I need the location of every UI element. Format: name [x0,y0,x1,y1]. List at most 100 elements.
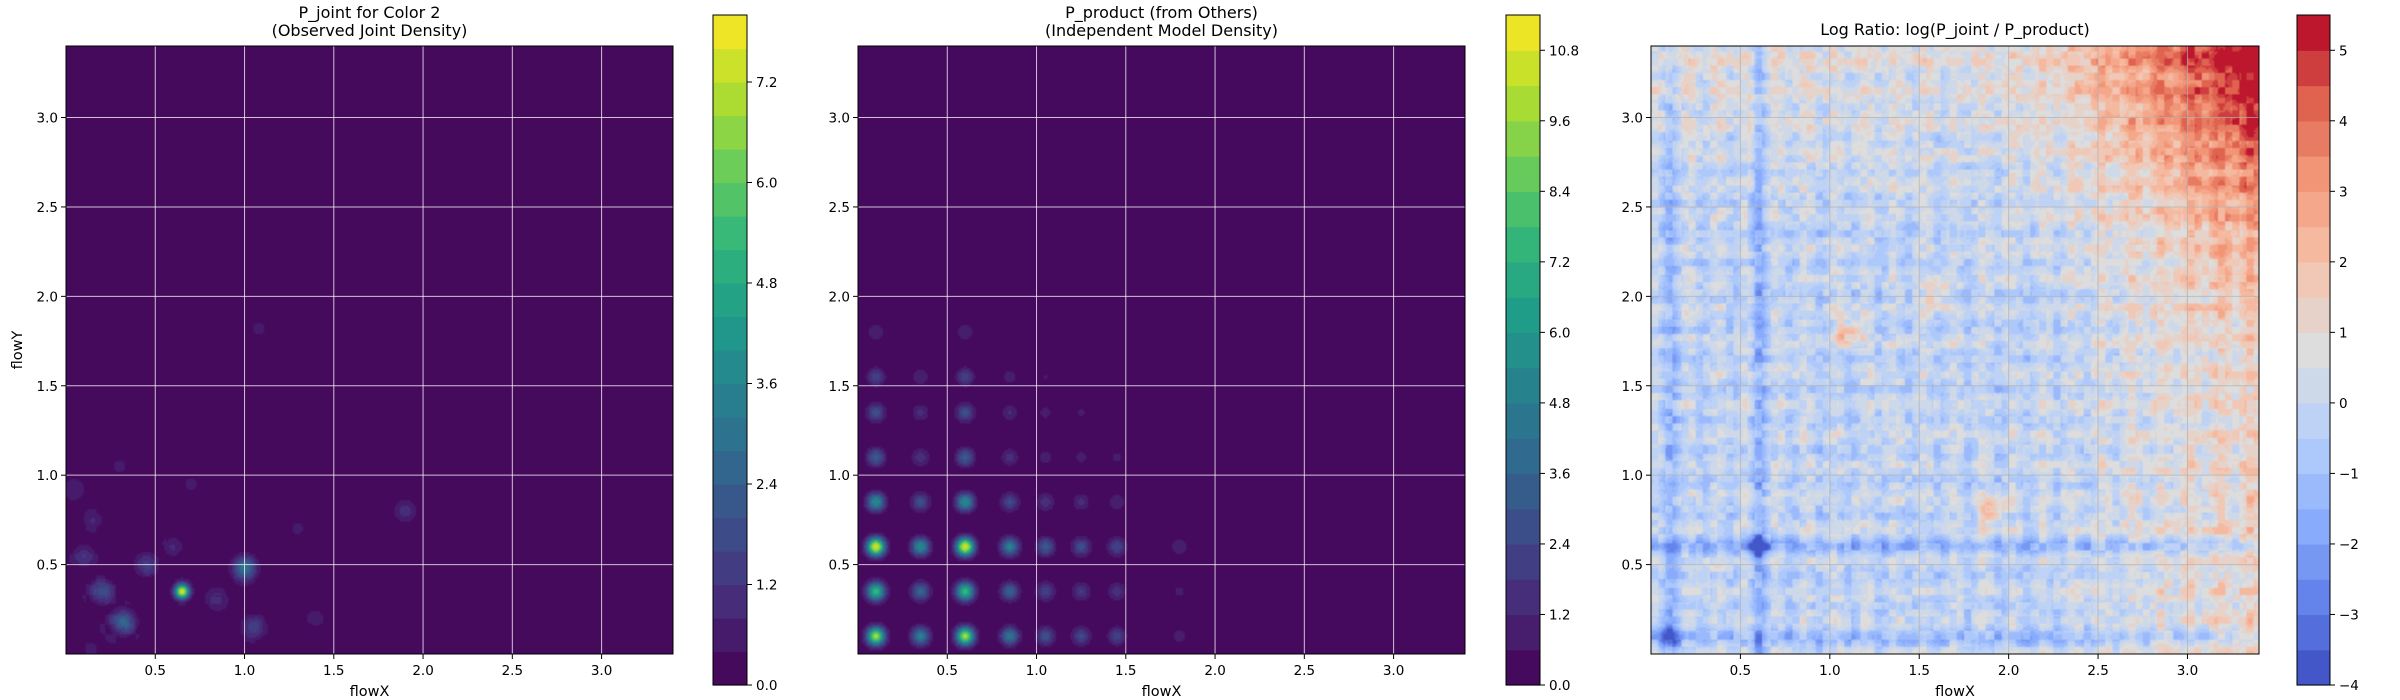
colorbar-level-15 [2297,120,2330,157]
ytick-label-0: 0.5 [37,558,58,574]
xtick-label-2: 1.5 [1908,663,1929,679]
colorbar-tick-label-3: 3.6 [756,377,777,393]
xtick-label-2: 1.5 [1115,663,1136,679]
colorbar-level-0 [713,651,747,686]
xtick-label-5: 3.0 [2177,663,2198,679]
ytick-label-2: 1.5 [829,379,850,395]
colorbar-level-2 [713,584,747,619]
panel-logratio-xlabel: flowX [1935,684,1975,700]
colorbar-tick-label-3: −1 [2339,466,2359,482]
colorbar-level-2 [1506,579,1540,616]
ytick-label-4: 2.5 [37,200,58,216]
panel-product-title-1: P_product (from Others) [1065,3,1258,23]
xtick-label-0: 0.5 [1730,663,1751,679]
colorbar-level-9 [1506,332,1540,369]
panel-joint-frame [65,45,674,655]
colorbar-level-9 [713,350,747,385]
colorbar-level-14 [2297,156,2330,192]
ytick-label-1: 1.0 [829,468,850,484]
colorbar-level-16 [2297,85,2330,122]
colorbar-tick-label-7: 8.4 [1549,184,1570,200]
colorbar-level-1 [713,618,747,653]
colorbar-level-10 [2297,297,2330,333]
colorbar-tick-label-0: 0.0 [1549,678,1570,694]
colorbar-level-7 [1506,402,1540,439]
colorbar-level-3 [2297,543,2330,580]
colorbar-level-6 [713,450,747,485]
colorbar-tick-label-0: −4 [2339,678,2359,694]
colorbar-level-4 [2297,508,2330,545]
colorbar-tick-label-1: 1.2 [756,578,777,594]
colorbar-tick-label-0: 0.0 [756,678,777,694]
xtick-label-2: 1.5 [323,663,344,679]
ytick-label-3: 2.0 [829,289,850,305]
colorbar-level-5 [1506,473,1540,510]
xtick-label-3: 2.0 [1998,663,2019,679]
colorbar-level-13 [2297,191,2330,228]
colorbar-tick-label-1: −3 [2339,607,2359,623]
colorbar-tick-label-5: 6.0 [1549,325,1570,341]
panel-logratio-title-1: Log Ratio: log(P_joint / P_product) [1820,20,2090,40]
colorbar-tick-label-4: 4.8 [756,276,777,292]
colorbar-level-11 [2297,261,2330,298]
colorbar-level-18 [713,48,747,83]
ytick-label-5: 3.0 [37,111,58,127]
colorbar-frame [2296,14,2331,686]
ytick-label-2: 1.5 [1622,379,1643,395]
ytick-label-3: 2.0 [1622,289,1643,305]
xtick-label-3: 2.0 [412,663,433,679]
colorbar-level-8 [2297,367,2330,404]
panel-joint-title-2: (Observed Joint Density) [272,21,468,40]
colorbar-level-12 [713,249,747,284]
panel-product-grid [858,46,1465,654]
colorbar-level-18 [1506,15,1540,51]
colorbar-level-14 [713,182,747,217]
colorbar-frame [1505,14,1541,686]
colorbar-tick-label-2: 2.4 [756,477,777,493]
xtick-label-1: 1.0 [1026,663,1047,679]
colorbar-level-0 [1506,649,1540,686]
colorbar-level-4 [1506,508,1540,545]
colorbar-level-12 [1506,226,1540,263]
colorbar-level-12 [2297,226,2330,263]
ytick-label-0: 0.5 [829,558,850,574]
colorbar-level-5 [713,484,747,519]
panel-logratio-grid [1651,46,2259,654]
panel-joint-yticks: 0.5 1.0 1.5 2.0 2.5 3.0 [37,111,66,574]
ytick-label-1: 1.0 [37,468,58,484]
colorbar-level-14 [1506,156,1540,192]
panel-product-xlabel: flowX [1142,684,1182,700]
colorbar-level-19 [713,15,747,50]
colorbar-level-4 [713,517,747,552]
colorbar-level-10 [1506,297,1540,333]
colorbar-tick-label-7: 3 [2339,184,2348,200]
colorbar-level-2 [2297,579,2330,616]
panel-logratio: Log Ratio: log(P_joint / P_product) 0.5 1… [1622,14,2359,700]
colorbar-level-7 [2297,402,2330,439]
colorbar-level-11 [1506,261,1540,298]
colorbar-level-15 [1506,120,1540,157]
colorbar-tick-label-6: 7.2 [756,75,777,91]
colorbar-tick-label-8: 9.6 [1549,114,1570,130]
colorbar-level-1 [2297,614,2330,651]
colorbar-level-8 [713,383,747,418]
xtick-label-3: 2.0 [1204,663,1225,679]
colorbar-tick-label-5: 6.0 [756,176,777,192]
xtick-label-5: 3.0 [1383,663,1404,679]
ytick-label-5: 3.0 [829,111,850,127]
panel-logratio-colorbar: −4 −3 −2 −1 0 1 2 3 4 5 [2296,14,2359,694]
xtick-label-5: 3.0 [591,663,612,679]
colorbar-frame [712,14,748,686]
colorbar-level-18 [2297,15,2330,51]
colorbar-tick-label-4: 4.8 [1549,396,1570,412]
panel-joint-heatmap [66,46,673,654]
colorbar-level-15 [713,149,747,184]
panel-product-title-2: (Independent Model Density) [1045,21,1278,40]
colorbar-tick-label-8: 4 [2339,114,2348,130]
colorbar-level-13 [713,216,747,251]
colorbar-level-11 [713,283,747,318]
colorbar-level-6 [2297,438,2330,475]
colorbar-level-3 [1506,543,1540,580]
panel-product-xticks: 0.5 1.0 1.5 2.0 2.5 3.0 [937,654,1404,679]
colorbar-level-0 [2297,649,2330,686]
